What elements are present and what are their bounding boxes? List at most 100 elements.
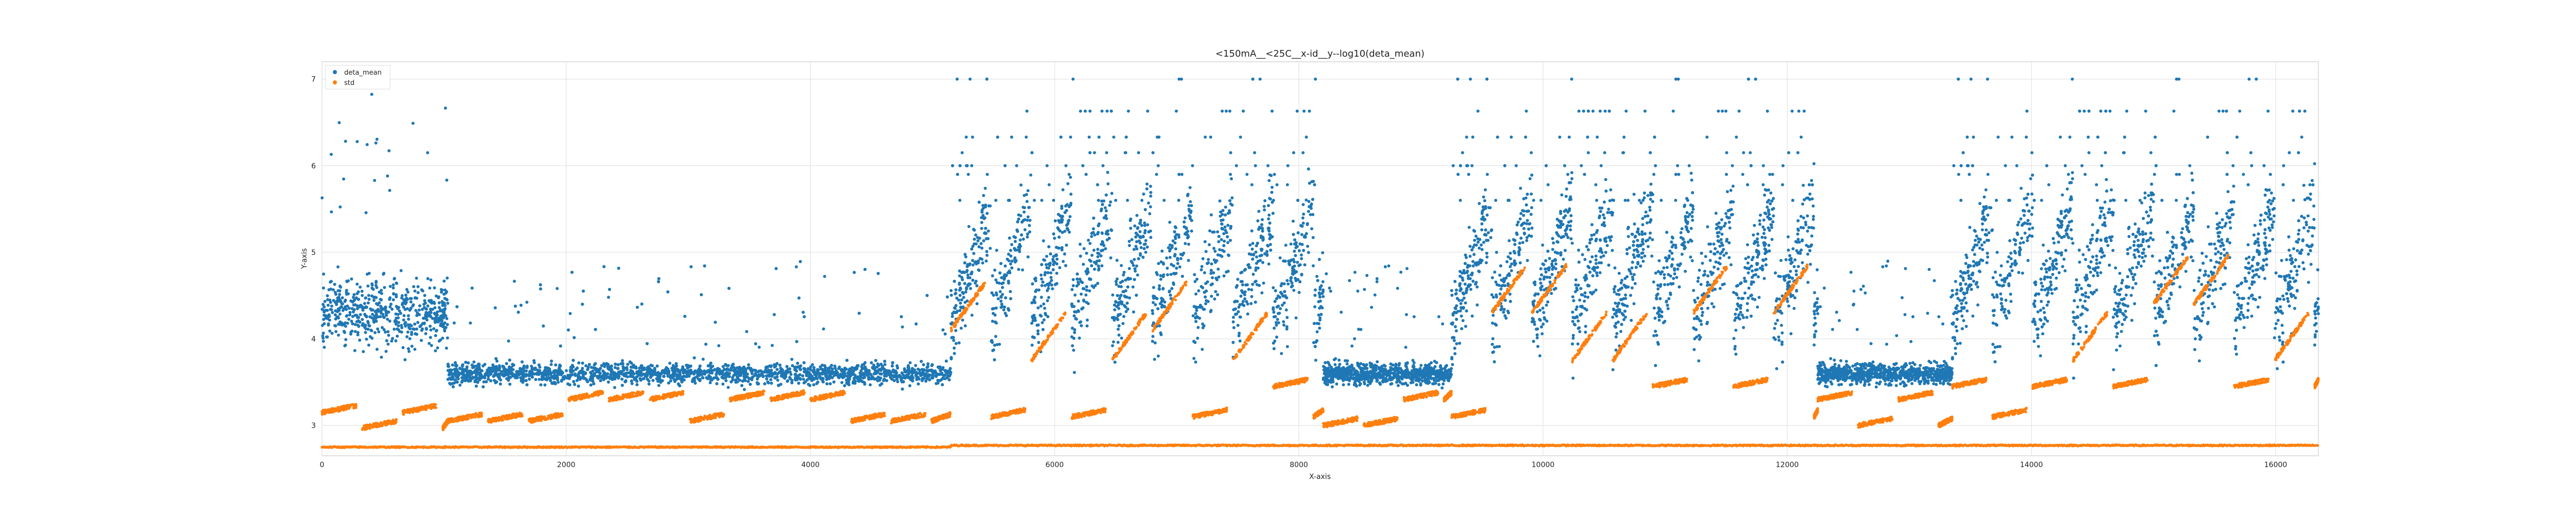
deta-mean-point — [1160, 249, 1164, 253]
deta-mean-point — [737, 369, 741, 373]
deta-mean-point — [419, 339, 423, 342]
deta-mean-point — [338, 320, 342, 324]
deta-mean-point — [429, 307, 432, 311]
deta-mean-point — [449, 377, 453, 381]
deta-mean-point — [426, 304, 430, 308]
deta-mean-point — [1308, 109, 1311, 113]
deta-mean-point — [367, 294, 370, 297]
deta-mean-point — [766, 374, 770, 377]
deta-mean-point — [922, 368, 926, 372]
deta-mean-point — [384, 350, 388, 353]
deta-mean-point — [774, 267, 778, 270]
deta-mean-point — [428, 286, 432, 290]
deta-mean-point — [326, 294, 329, 298]
deta-mean-point — [379, 298, 382, 301]
deta-mean-point — [608, 288, 612, 291]
deta-mean-point — [662, 374, 666, 378]
deta-mean-point — [1202, 307, 1206, 311]
deta-mean-point — [1291, 272, 1294, 276]
deta-mean-point — [1263, 199, 1267, 202]
deta-mean-point — [657, 280, 660, 283]
deta-mean-point — [1132, 248, 1136, 251]
deta-mean-point — [476, 372, 479, 375]
deta-mean-point — [402, 318, 405, 322]
deta-mean-point — [432, 327, 435, 331]
deta-mean-point — [324, 314, 328, 317]
deta-mean-point — [971, 259, 974, 262]
deta-mean-point — [384, 330, 387, 334]
deta-mean-point — [551, 382, 555, 385]
deta-mean-point — [1144, 250, 1147, 254]
deta-mean-point — [660, 369, 664, 373]
deta-mean-point — [417, 308, 421, 312]
deta-mean-point — [1251, 272, 1255, 276]
deta-mean-point — [505, 370, 509, 374]
deta-mean-point — [1303, 263, 1307, 267]
deta-mean-point — [357, 319, 360, 322]
deta-mean-point — [710, 378, 714, 382]
deta-mean-point — [1174, 247, 1178, 251]
deta-mean-point — [359, 285, 362, 289]
deta-mean-point — [1026, 189, 1030, 193]
deta-mean-point — [1028, 224, 1031, 227]
deta-mean-point — [1122, 290, 1126, 294]
deta-mean-point — [1234, 164, 1238, 167]
deta-mean-point — [326, 308, 329, 312]
deta-mean-point — [1148, 212, 1151, 215]
deta-mean-point — [995, 249, 998, 252]
deta-mean-point — [457, 373, 461, 376]
deta-mean-point — [1104, 206, 1107, 210]
deta-mean-point — [975, 302, 979, 305]
deta-mean-point — [1040, 284, 1044, 287]
deta-mean-point — [914, 322, 918, 325]
deta-mean-point — [1224, 205, 1227, 209]
deta-mean-point — [350, 277, 353, 281]
deta-mean-point — [558, 368, 562, 371]
deta-mean-point — [503, 367, 506, 371]
deta-mean-point — [380, 326, 384, 329]
deta-mean-point — [1036, 323, 1039, 327]
deta-mean-point — [989, 247, 992, 250]
deta-mean-point — [351, 322, 354, 325]
deta-mean-point — [1042, 302, 1045, 306]
deta-mean-point — [958, 274, 961, 278]
deta-mean-point — [340, 323, 344, 327]
deta-mean-point — [505, 362, 509, 365]
deta-mean-point — [361, 306, 364, 310]
deta-mean-point — [775, 368, 779, 371]
deta-mean-point — [410, 345, 414, 348]
deta-mean-point — [1055, 262, 1059, 266]
deta-mean-point — [1079, 320, 1082, 323]
deta-mean-point — [1138, 230, 1142, 233]
deta-mean-point — [756, 377, 759, 381]
deta-mean-point — [613, 386, 617, 389]
deta-mean-point — [1050, 287, 1054, 290]
deta-mean-point — [458, 383, 462, 387]
deta-mean-point — [1111, 344, 1114, 348]
deta-mean-point — [1290, 281, 1294, 285]
deta-mean-point — [691, 378, 694, 382]
deta-mean-point — [329, 301, 332, 304]
deta-mean-point — [1151, 339, 1154, 343]
deta-mean-point — [380, 355, 383, 359]
deta-mean-point — [476, 381, 480, 384]
deta-mean-point — [1046, 282, 1049, 286]
deta-mean-point — [1013, 236, 1017, 239]
deta-mean-point — [638, 377, 642, 381]
deta-mean-point — [1222, 232, 1226, 235]
deta-mean-point — [1210, 262, 1213, 266]
deta-mean-point — [900, 379, 903, 382]
deta-mean-point — [1273, 327, 1276, 330]
deta-mean-point — [346, 321, 349, 325]
deta-mean-point — [1272, 286, 1275, 289]
deta-mean-point — [1318, 295, 1321, 299]
deta-mean-point — [514, 304, 517, 308]
deta-mean-point — [757, 346, 761, 349]
deta-mean-point — [1254, 280, 1258, 283]
deta-mean-point — [801, 374, 804, 377]
deta-mean-point — [635, 375, 638, 379]
deta-mean-point — [1317, 300, 1320, 303]
deta-mean-point — [418, 313, 421, 316]
deta-mean-point — [1247, 263, 1250, 266]
deta-mean-point — [1066, 182, 1070, 185]
